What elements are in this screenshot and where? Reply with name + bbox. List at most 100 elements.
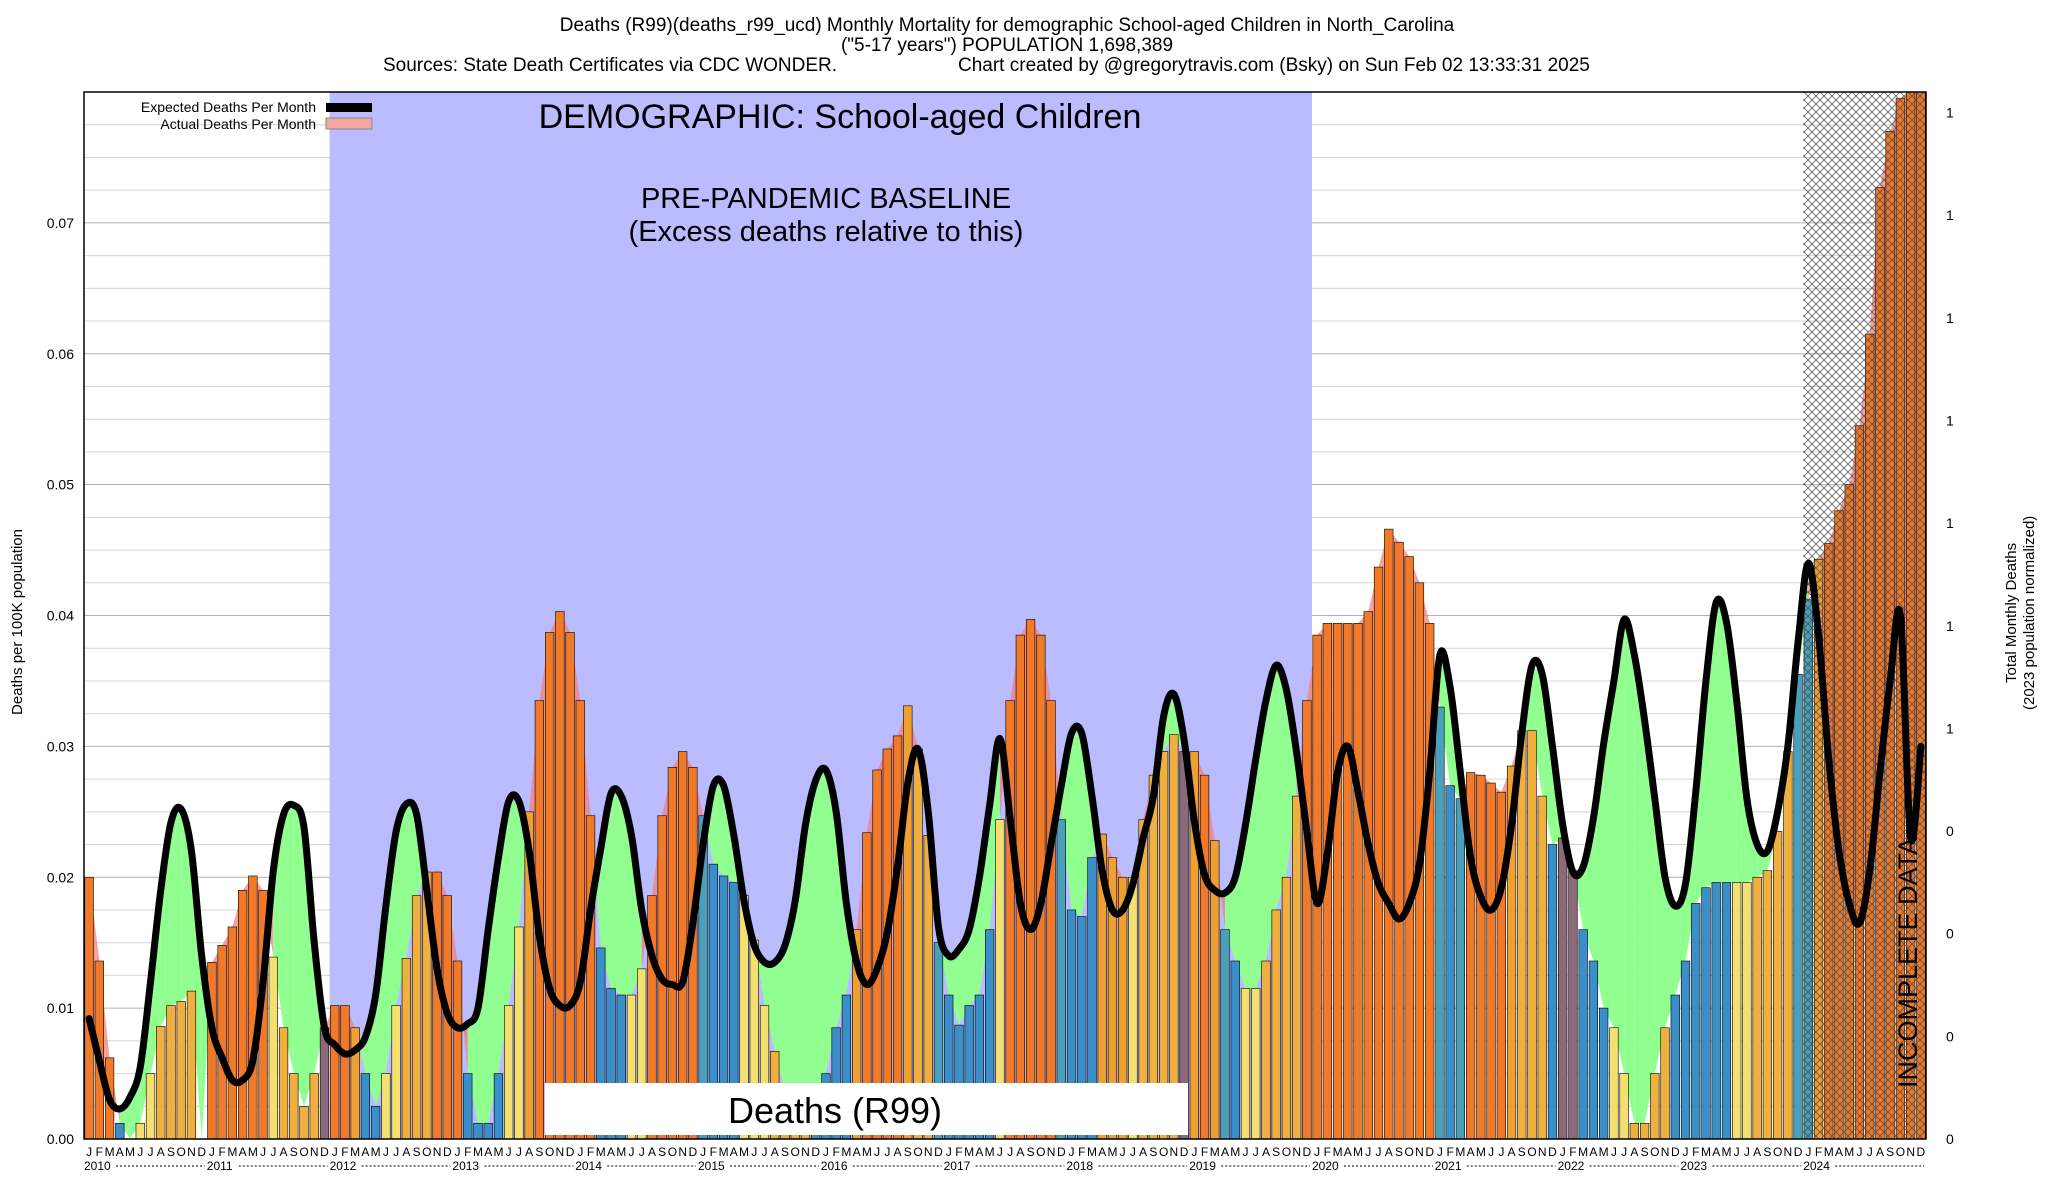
legend-actual-swatch xyxy=(325,117,373,130)
x-month-label: M xyxy=(1701,1145,1711,1159)
x-month-label: N xyxy=(1784,1145,1793,1159)
x-month-label: O xyxy=(545,1145,554,1159)
x-month-label: M xyxy=(1824,1145,1834,1159)
x-month-label: N xyxy=(433,1145,442,1159)
x-year-label: 2013 xyxy=(452,1159,479,1173)
x-month-label: N xyxy=(1538,1145,1547,1159)
x-month-label: F xyxy=(1815,1145,1822,1159)
x-month-label: J xyxy=(137,1145,143,1159)
bar xyxy=(1711,882,1721,1140)
area-segment xyxy=(1665,877,1676,1028)
x-month-label: A xyxy=(975,1145,983,1159)
area-segment xyxy=(406,803,417,959)
x-month-label: A xyxy=(1467,1145,1475,1159)
x-month-label: J xyxy=(1242,1145,1248,1159)
bar xyxy=(330,1005,340,1140)
area-segment xyxy=(457,961,468,1074)
x-month-label: D xyxy=(443,1145,452,1159)
area-segment xyxy=(764,962,775,1052)
x-month-label: J xyxy=(997,1145,1003,1159)
bar xyxy=(1793,674,1803,1140)
x-month-label: D xyxy=(566,1145,575,1159)
area-segment xyxy=(109,1057,120,1124)
x-month-label: S xyxy=(904,1145,912,1159)
bar xyxy=(166,1005,176,1140)
bar xyxy=(1251,988,1261,1140)
x-month-label: J xyxy=(148,1145,154,1159)
area-segment xyxy=(1624,619,1635,1124)
x-month-label: J xyxy=(1498,1145,1504,1159)
bar xyxy=(1220,929,1230,1140)
y2-axis-label-2: (2023 population normalized) xyxy=(2021,516,2038,710)
bar xyxy=(544,632,555,1140)
x-month-label: M xyxy=(371,1145,381,1159)
area-segment xyxy=(784,900,796,1124)
baseline-label-2: (Excess deaths relative to this) xyxy=(629,216,1024,248)
bar xyxy=(678,751,688,1140)
bar xyxy=(156,1026,166,1140)
x-year-label: 2012 xyxy=(330,1159,357,1173)
x-month-label: O xyxy=(1896,1145,1905,1159)
bar xyxy=(1527,730,1537,1140)
x-year-label: 2022 xyxy=(1558,1159,1585,1173)
x-year-label: 2011 xyxy=(207,1159,233,1173)
x-month-label: J xyxy=(639,1145,645,1159)
x-month-label: O xyxy=(791,1145,800,1159)
area-segment xyxy=(508,801,519,1006)
area-segment xyxy=(958,929,970,1026)
bar xyxy=(401,958,411,1140)
plot-frame xyxy=(83,91,1927,1140)
x-month-label: M xyxy=(1599,1145,1609,1159)
x-month-label: S xyxy=(290,1145,298,1159)
bar xyxy=(381,1073,391,1140)
x-year-label: 2023 xyxy=(1680,1159,1707,1173)
x-month-label: M xyxy=(105,1145,115,1159)
cause-label: Deaths (R99) xyxy=(728,1090,942,1131)
area-segment xyxy=(825,769,837,1074)
bar xyxy=(1230,960,1240,1140)
bar xyxy=(1486,782,1496,1140)
x-month-label: S xyxy=(1272,1145,1280,1159)
x-year-label: 2019 xyxy=(1189,1159,1216,1173)
area-segment xyxy=(396,803,407,1006)
bar xyxy=(1773,831,1783,1140)
x-month-label: A xyxy=(239,1145,247,1159)
x-month-label: J xyxy=(700,1145,706,1159)
x-month-label: M xyxy=(1230,1145,1240,1159)
x-month-label: A xyxy=(1262,1145,1270,1159)
x-month-label: J xyxy=(1253,1145,1259,1159)
x-month-label: F xyxy=(341,1145,348,1159)
x-month-label: D xyxy=(811,1145,820,1159)
x-month-label: F xyxy=(587,1145,594,1159)
bar xyxy=(514,926,524,1140)
x-month-label: A xyxy=(1630,1145,1638,1159)
bar xyxy=(145,1073,156,1140)
bar xyxy=(1752,876,1762,1140)
x-month-label: D xyxy=(197,1145,206,1159)
x-month-label: J xyxy=(1007,1145,1013,1159)
y-axis-ticks: 0.00 0.01 0.02 0.03 0.04 0.05 0.06 0.07 xyxy=(47,215,74,1147)
y2-tick-label: 1 xyxy=(1946,618,1954,634)
bar xyxy=(1353,623,1363,1140)
x-month-label: J xyxy=(516,1145,522,1159)
x-month-label: N xyxy=(310,1145,319,1159)
x-month-label: O xyxy=(1650,1145,1659,1159)
x-month-label: A xyxy=(361,1145,369,1159)
x-month-label: M xyxy=(1087,1145,1097,1159)
area-segment xyxy=(621,796,632,996)
area-segment xyxy=(1276,665,1287,910)
bar xyxy=(1363,611,1373,1140)
bar xyxy=(268,956,278,1140)
bar xyxy=(1240,988,1251,1140)
bar xyxy=(1762,870,1772,1140)
x-month-label: M xyxy=(985,1145,995,1159)
bar xyxy=(248,875,258,1140)
x-month-label: D xyxy=(1180,1145,1189,1159)
x-month-label: M xyxy=(1844,1145,1854,1159)
y2-tick-label: 1 xyxy=(1946,105,1954,121)
y-tick-label: 0.06 xyxy=(47,346,74,362)
x-month-label: S xyxy=(1763,1145,1771,1159)
x-month-label: N xyxy=(1292,1145,1301,1159)
x-month-label: D xyxy=(934,1145,943,1159)
area-segment xyxy=(1225,877,1236,962)
